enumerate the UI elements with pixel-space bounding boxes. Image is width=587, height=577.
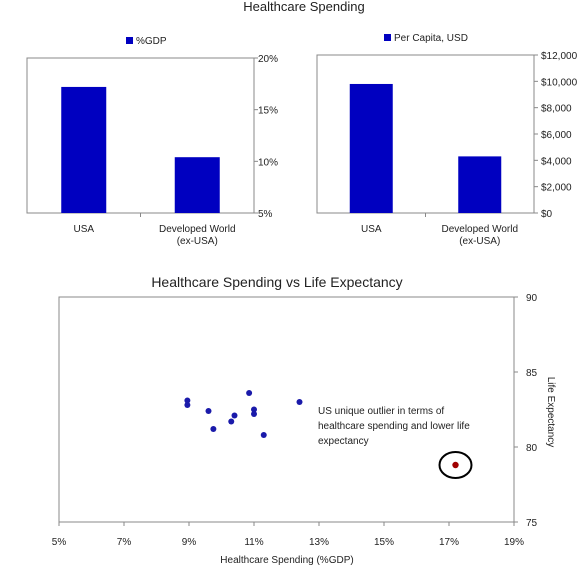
y-tick-label: 20% bbox=[258, 54, 278, 65]
data-point bbox=[251, 411, 257, 417]
data-point bbox=[231, 412, 238, 419]
plot-frame bbox=[58, 296, 515, 523]
x-tick-label: 5% bbox=[52, 537, 67, 548]
bar bbox=[349, 83, 393, 213]
y-tick-label: 85 bbox=[526, 368, 538, 379]
x-tick-label: 11% bbox=[244, 537, 263, 548]
y-tick-label: 90 bbox=[526, 293, 538, 304]
y-tick-label: 10% bbox=[258, 157, 278, 168]
bar bbox=[174, 157, 220, 213]
y-tick-label: 5% bbox=[258, 209, 273, 220]
data-point bbox=[205, 408, 212, 414]
category-label: Developed World bbox=[441, 224, 518, 235]
scatter-title: Healthcare Spending vs Life Expectancy bbox=[151, 274, 402, 290]
spending-vs-life-expectancy-scatter: Healthcare Spending vs Life Expectancy 5%… bbox=[52, 274, 556, 566]
annotation-text: US unique outlier in terms of bbox=[318, 406, 444, 417]
y-tick-label: $6,000 bbox=[541, 130, 572, 141]
x-axis-label: Healthcare Spending (%GDP) bbox=[220, 555, 353, 566]
y-axis-label: Life Expectancy bbox=[545, 377, 556, 448]
x-tick-label: 17% bbox=[439, 537, 459, 548]
per-capita-bar-chart: Per Capita, USD $0 $2,000 $4,000 $6,000 $8,00… bbox=[316, 33, 578, 247]
legend-swatch bbox=[126, 37, 133, 44]
plot-frame bbox=[316, 54, 535, 214]
category-label: (ex-USA) bbox=[459, 236, 500, 247]
outlier-point bbox=[452, 461, 459, 469]
y-tick-label: $8,000 bbox=[541, 104, 572, 115]
data-point bbox=[246, 390, 253, 396]
data-point bbox=[260, 432, 267, 438]
y-tick-label: 15% bbox=[258, 106, 278, 117]
y-tick-label: $2,000 bbox=[541, 183, 572, 194]
category-label: USA bbox=[361, 224, 382, 235]
y-tick-label: 80 bbox=[526, 443, 538, 454]
x-tick-label: 7% bbox=[117, 537, 132, 548]
data-point bbox=[296, 399, 303, 405]
legend-label: Per Capita, USD bbox=[394, 33, 468, 44]
gdp-bar-chart: %GDP 5% 10% 15% 20% USA Developed World(ex-USA… bbox=[26, 36, 278, 247]
data-point bbox=[184, 402, 191, 408]
annotation-text: healthcare spending and lower life bbox=[318, 421, 470, 432]
y-tick-label: $0 bbox=[541, 209, 553, 220]
category-label: (ex-USA) bbox=[177, 236, 218, 247]
x-tick-label: 9% bbox=[182, 537, 197, 548]
y-tick-label: $4,000 bbox=[541, 156, 572, 167]
data-point bbox=[251, 406, 257, 413]
y-tick-label: $12,000 bbox=[541, 51, 578, 62]
category-label: Developed World bbox=[159, 224, 236, 235]
plot-frame bbox=[26, 57, 255, 214]
category-label: USA bbox=[73, 224, 94, 235]
x-tick-label: 15% bbox=[374, 537, 394, 548]
data-point bbox=[228, 418, 235, 425]
x-tick-label: 19% bbox=[504, 537, 524, 548]
outlier-circle bbox=[438, 451, 473, 479]
page-title: Healthcare Spending bbox=[243, 0, 364, 14]
y-tick-label: 75 bbox=[526, 518, 538, 529]
x-tick-label: 13% bbox=[309, 537, 329, 548]
annotation-text: expectancy bbox=[318, 436, 369, 447]
data-point bbox=[184, 397, 191, 404]
legend-swatch bbox=[384, 34, 391, 41]
legend-label: %GDP bbox=[136, 36, 167, 47]
y-tick-label: $10,000 bbox=[541, 77, 578, 88]
data-point bbox=[210, 426, 217, 432]
bar bbox=[458, 156, 502, 213]
bar bbox=[61, 86, 107, 213]
